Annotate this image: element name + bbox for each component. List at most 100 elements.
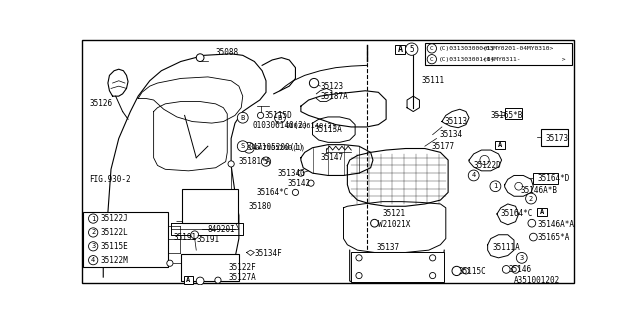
Text: A351001202: A351001202 bbox=[514, 276, 560, 285]
Text: 35111A: 35111A bbox=[492, 243, 520, 252]
Text: 047105200(1): 047105200(1) bbox=[254, 145, 305, 151]
Circle shape bbox=[428, 55, 436, 64]
Circle shape bbox=[468, 170, 479, 181]
Text: 35165*B: 35165*B bbox=[491, 111, 523, 120]
Text: 35146: 35146 bbox=[509, 265, 532, 274]
Text: 35180: 35180 bbox=[249, 202, 272, 211]
Text: 5: 5 bbox=[410, 45, 414, 54]
Text: 35123: 35123 bbox=[320, 82, 344, 91]
Circle shape bbox=[88, 256, 98, 265]
Bar bbox=[83, 212, 168, 267]
Circle shape bbox=[511, 266, 520, 273]
Text: 35164*C: 35164*C bbox=[257, 188, 289, 197]
Text: A: A bbox=[498, 142, 502, 148]
Text: 35187A: 35187A bbox=[320, 92, 348, 101]
Circle shape bbox=[429, 273, 436, 279]
Text: 1: 1 bbox=[493, 183, 497, 189]
Text: 35134G: 35134G bbox=[278, 169, 305, 178]
Circle shape bbox=[261, 157, 271, 166]
Circle shape bbox=[292, 189, 298, 196]
Text: A: A bbox=[186, 277, 191, 283]
Text: 35181*A: 35181*A bbox=[239, 157, 271, 166]
Text: A: A bbox=[397, 45, 403, 54]
Bar bbox=[396, 44, 404, 54]
Circle shape bbox=[191, 231, 198, 239]
Text: 2: 2 bbox=[91, 229, 95, 236]
Text: <04MY0311-           >: <04MY0311- > bbox=[483, 57, 566, 62]
Text: 35111: 35111 bbox=[421, 76, 444, 85]
Text: 3: 3 bbox=[91, 243, 95, 249]
Circle shape bbox=[429, 255, 436, 261]
Text: 35121: 35121 bbox=[382, 210, 405, 219]
Text: 35137: 35137 bbox=[376, 243, 399, 252]
Text: 35147: 35147 bbox=[320, 153, 344, 162]
Bar bbox=[541, 129, 568, 146]
Text: 35164*D: 35164*D bbox=[537, 174, 570, 183]
Circle shape bbox=[463, 268, 469, 274]
Text: C: C bbox=[430, 57, 434, 62]
Circle shape bbox=[371, 219, 378, 227]
Circle shape bbox=[228, 161, 234, 167]
Circle shape bbox=[237, 141, 248, 152]
Circle shape bbox=[196, 54, 204, 61]
Text: 4: 4 bbox=[91, 257, 95, 263]
Text: 4: 4 bbox=[472, 172, 476, 179]
Text: 1: 1 bbox=[91, 216, 95, 221]
Text: 3: 3 bbox=[520, 255, 524, 261]
Text: 35088: 35088 bbox=[216, 48, 239, 57]
Text: 35122F: 35122F bbox=[229, 263, 257, 272]
Text: 35177: 35177 bbox=[431, 142, 454, 151]
Text: 35122D: 35122D bbox=[474, 161, 502, 170]
Bar bbox=[505, 108, 522, 119]
Circle shape bbox=[452, 266, 461, 276]
Circle shape bbox=[298, 170, 304, 176]
Text: 35173: 35173 bbox=[545, 134, 568, 143]
Text: 35142: 35142 bbox=[288, 179, 311, 188]
Text: 35127A: 35127A bbox=[229, 273, 257, 282]
Bar bbox=[351, 252, 444, 283]
Circle shape bbox=[275, 112, 285, 123]
Circle shape bbox=[356, 255, 362, 261]
Text: 35115D: 35115D bbox=[264, 111, 292, 120]
Circle shape bbox=[515, 182, 522, 190]
Circle shape bbox=[516, 252, 527, 263]
Circle shape bbox=[308, 180, 314, 186]
Bar bbox=[182, 188, 238, 223]
Text: 35122J: 35122J bbox=[101, 214, 129, 223]
Bar bbox=[184, 276, 193, 284]
Bar bbox=[425, 43, 572, 65]
Text: B: B bbox=[241, 115, 245, 121]
Circle shape bbox=[356, 273, 362, 279]
Text: W21021X: W21021X bbox=[378, 220, 411, 229]
Text: B: B bbox=[278, 115, 282, 121]
Bar bbox=[180, 254, 239, 281]
Text: 35164*C: 35164*C bbox=[500, 210, 532, 219]
Text: 010306140(2): 010306140(2) bbox=[252, 121, 308, 130]
Circle shape bbox=[88, 214, 98, 223]
Text: 2: 2 bbox=[529, 196, 533, 202]
Text: 047105200(1): 047105200(1) bbox=[249, 143, 305, 152]
Text: 35113A: 35113A bbox=[314, 125, 342, 134]
Circle shape bbox=[88, 242, 98, 251]
Circle shape bbox=[244, 142, 254, 153]
Text: FIG.930-2: FIG.930-2 bbox=[90, 175, 131, 184]
Text: 35115C: 35115C bbox=[458, 267, 486, 276]
Text: 35134: 35134 bbox=[440, 130, 463, 139]
Circle shape bbox=[490, 181, 501, 192]
Circle shape bbox=[167, 260, 173, 266]
Circle shape bbox=[480, 156, 489, 165]
Text: <03MY0201-04MY0310>: <03MY0201-04MY0310> bbox=[483, 46, 554, 51]
Text: 35115E: 35115E bbox=[101, 242, 129, 251]
Circle shape bbox=[428, 44, 436, 53]
Text: S: S bbox=[241, 143, 245, 149]
Text: 35191: 35191 bbox=[196, 235, 220, 244]
Text: C: C bbox=[430, 46, 434, 51]
Text: S: S bbox=[247, 145, 251, 151]
Circle shape bbox=[528, 219, 536, 227]
Text: 010306140(2): 010306140(2) bbox=[285, 122, 337, 129]
Text: 35122M: 35122M bbox=[101, 256, 129, 265]
Circle shape bbox=[196, 277, 204, 285]
Circle shape bbox=[257, 112, 264, 118]
Text: 35165*A: 35165*A bbox=[537, 233, 570, 242]
Text: (C)031303000(1): (C)031303000(1) bbox=[439, 46, 495, 51]
